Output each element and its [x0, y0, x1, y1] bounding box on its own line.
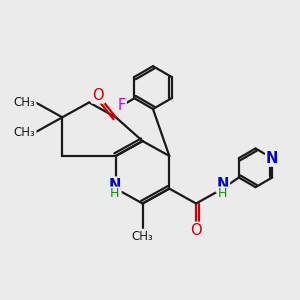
Text: CH₃: CH₃ — [14, 126, 36, 139]
Text: N: N — [108, 178, 121, 193]
Text: F: F — [117, 98, 126, 113]
Text: H: H — [218, 188, 227, 200]
Text: O: O — [92, 88, 104, 103]
Text: CH₃: CH₃ — [132, 230, 153, 243]
Text: O: O — [190, 223, 202, 238]
Text: CH₃: CH₃ — [14, 96, 36, 109]
Text: H: H — [110, 188, 119, 200]
Text: N: N — [217, 177, 229, 192]
Text: N: N — [266, 151, 278, 166]
